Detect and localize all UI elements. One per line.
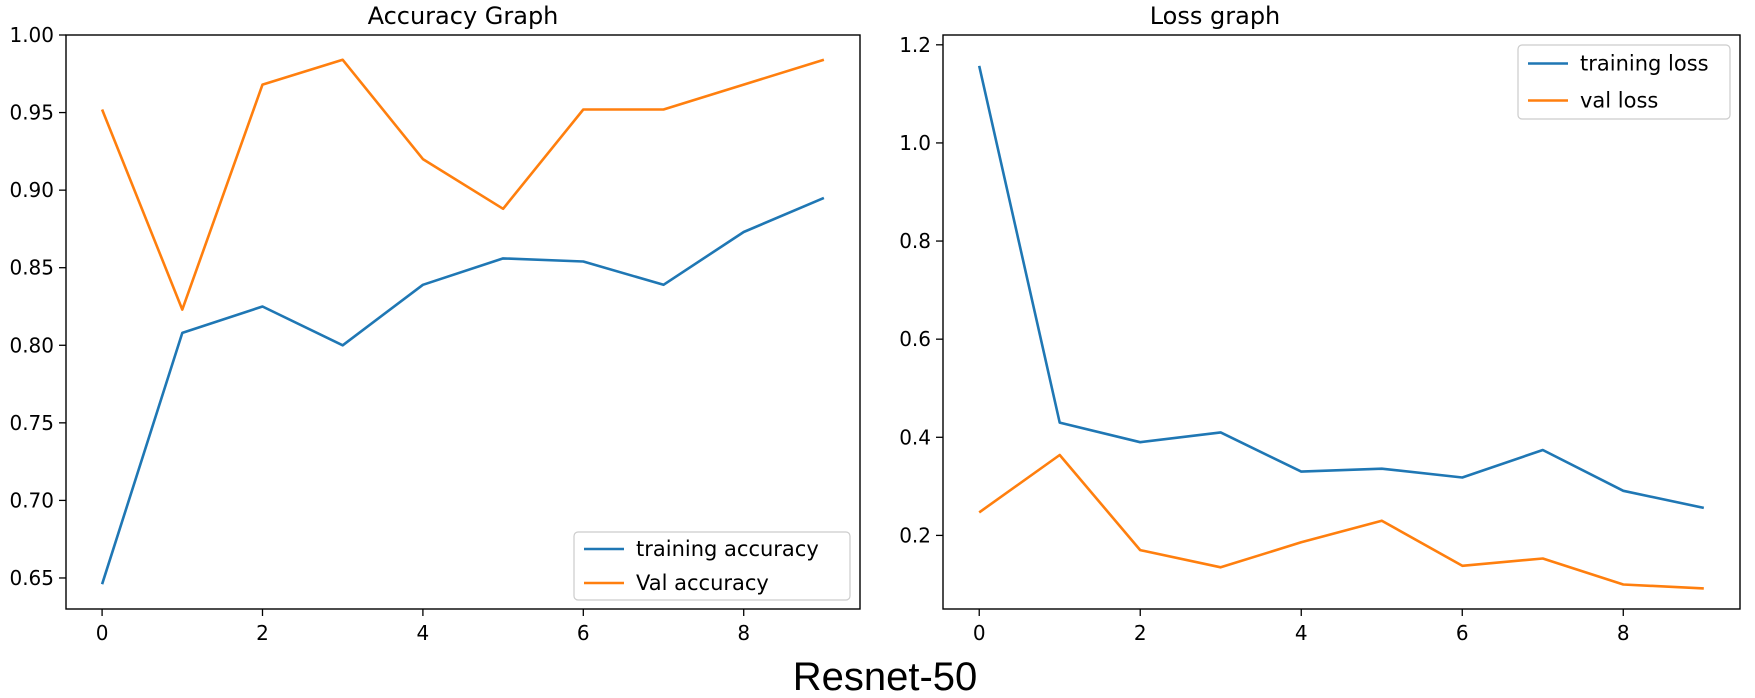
accuracy-y-tick-label: 0.70 — [9, 488, 54, 512]
accuracy-y-tick-label: 0.90 — [9, 178, 54, 202]
loss-x-tick-label: 8 — [1617, 621, 1630, 645]
accuracy-y-tick-label: 0.80 — [9, 333, 54, 357]
accuracy-y-tick-label: 0.85 — [9, 256, 54, 280]
accuracy-x-tick-label: 4 — [417, 621, 430, 645]
loss-y-tick-label: 0.2 — [899, 523, 931, 547]
loss-axes-frame — [942, 34, 1741, 610]
loss-legend-box — [1517, 44, 1731, 120]
loss-chart: Loss graph 0 2 4 6 8 0.2 0.4 0.6 0.8 1.0 1.2 traini… — [899, 2, 1741, 645]
accuracy-axes-frame — [65, 34, 861, 610]
accuracy-chart-title: Accuracy Graph — [368, 2, 559, 30]
loss-x-tick-label: 2 — [1134, 621, 1147, 645]
accuracy-x-tick-label: 2 — [256, 621, 269, 645]
loss-y-tick-label: 0.8 — [899, 229, 931, 253]
loss-y-tick-label: 0.6 — [899, 327, 931, 351]
accuracy-x-tick-label: 0 — [96, 621, 109, 645]
accuracy-plot-area: 0 2 4 6 8 0.65 0.70 0.75 0.80 0.85 0.90 0.95 1.00 tra… — [9, 23, 861, 645]
loss-plot-area: 0 2 4 6 8 0.2 0.4 0.6 0.8 1.0 1.2 training loss val … — [899, 33, 1741, 645]
loss-x-tick-label: 4 — [1295, 621, 1308, 645]
accuracy-x-tick-label: 6 — [577, 621, 590, 645]
loss-legend-label: val loss — [1580, 89, 1658, 113]
accuracy-y-tick-label: 0.95 — [9, 101, 54, 125]
loss-x-tick-label: 6 — [1456, 621, 1469, 645]
accuracy-x-tick-label: 8 — [737, 621, 750, 645]
accuracy-legend-label: Val accuracy — [636, 571, 769, 595]
loss-y-tick-label: 1.2 — [899, 33, 931, 57]
loss-series-line-validation — [978, 453, 1704, 590]
accuracy-y-tick-label: 0.75 — [9, 411, 54, 435]
accuracy-y-tick-label: 0.65 — [9, 566, 54, 590]
accuracy-legend: training accuracy Val accuracy — [573, 531, 851, 601]
loss-series-line-training — [977, 65, 1705, 510]
accuracy-legend-label: training accuracy — [636, 537, 819, 561]
accuracy-y-tick-label: 1.00 — [9, 23, 54, 47]
loss-legend: training loss val loss — [1517, 44, 1731, 120]
accuracy-series-line-validation — [100, 58, 825, 311]
accuracy-legend-box — [573, 531, 851, 601]
loss-chart-title: Loss graph — [1150, 2, 1281, 30]
accuracy-chart: Accuracy Graph 0 2 4 6 8 0.65 0.70 0.75 0.80 0.85… — [9, 2, 861, 645]
loss-y-tick-label: 0.4 — [899, 425, 931, 449]
figure-caption: Resnet-50 — [793, 655, 978, 698]
loss-y-tick-label: 1.0 — [899, 131, 931, 155]
loss-legend-label: training loss — [1580, 52, 1709, 76]
accuracy-series-line-training — [100, 196, 825, 585]
loss-x-tick-label: 0 — [973, 621, 986, 645]
